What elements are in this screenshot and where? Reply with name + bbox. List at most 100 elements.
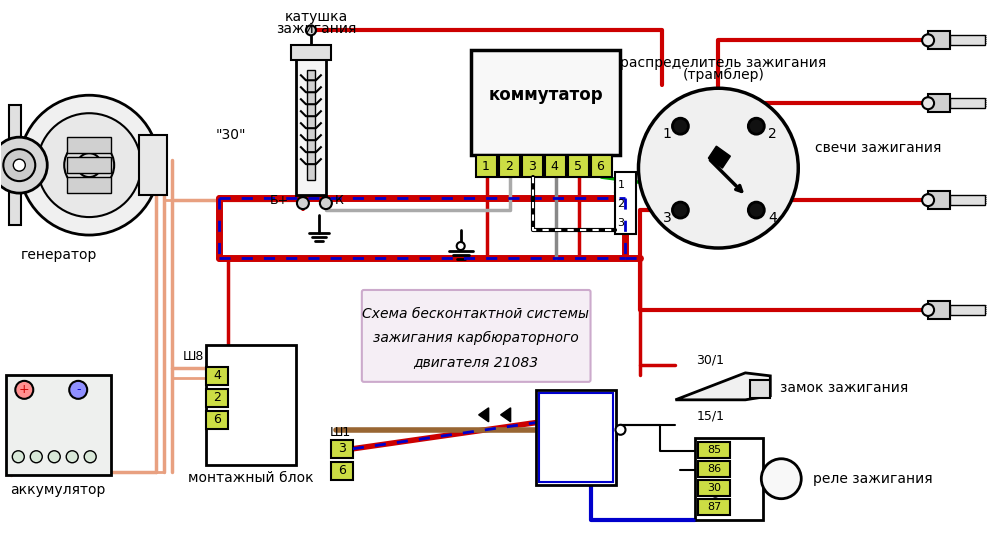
Bar <box>615 172 637 234</box>
Text: 6: 6 <box>213 413 221 426</box>
Text: генератор: генератор <box>21 248 97 262</box>
FancyBboxPatch shape <box>361 290 591 382</box>
Bar <box>68 137 111 153</box>
Text: -: - <box>75 383 80 396</box>
Text: реле зажигания: реле зажигания <box>813 472 932 486</box>
Bar <box>950 305 985 315</box>
Bar <box>535 390 616 485</box>
Bar <box>544 155 566 177</box>
Circle shape <box>672 202 688 218</box>
Bar <box>296 55 326 195</box>
Text: распределитель зажигания: распределитель зажигания <box>621 56 826 70</box>
Text: 3: 3 <box>527 159 535 173</box>
Bar <box>928 31 950 49</box>
Circle shape <box>49 451 61 463</box>
Circle shape <box>922 34 934 46</box>
Circle shape <box>77 153 101 177</box>
Bar <box>68 157 111 173</box>
Circle shape <box>616 425 626 435</box>
Bar <box>698 442 730 458</box>
Circle shape <box>84 451 96 463</box>
Bar <box>928 191 950 209</box>
Text: 4: 4 <box>551 159 558 173</box>
Circle shape <box>19 95 159 235</box>
Bar <box>331 440 353 458</box>
Circle shape <box>70 381 87 399</box>
Text: коммутатор: коммутатор <box>489 86 603 104</box>
Bar <box>206 411 228 429</box>
Bar <box>695 438 764 520</box>
Circle shape <box>762 459 801 498</box>
Circle shape <box>320 197 332 209</box>
Circle shape <box>922 194 934 206</box>
Bar <box>139 135 167 195</box>
Text: 2: 2 <box>618 199 625 209</box>
Text: двигателя 21083: двигателя 21083 <box>413 355 538 369</box>
Polygon shape <box>500 408 510 422</box>
Bar <box>291 45 331 60</box>
Text: 4: 4 <box>213 369 221 382</box>
Bar <box>698 461 730 477</box>
Text: 87: 87 <box>707 502 722 512</box>
Polygon shape <box>479 408 489 422</box>
Text: Ш8: Ш8 <box>183 351 204 364</box>
Text: 3: 3 <box>662 211 671 225</box>
Circle shape <box>0 137 48 193</box>
Text: аккумулятор: аккумулятор <box>11 483 106 497</box>
Bar <box>9 105 21 225</box>
Bar <box>928 301 950 319</box>
Text: "30": "30" <box>215 128 246 142</box>
Bar <box>950 35 985 45</box>
Circle shape <box>922 97 934 109</box>
Text: 30/1: 30/1 <box>696 353 724 366</box>
Bar <box>928 94 950 112</box>
Text: +: + <box>19 383 30 396</box>
Text: 6: 6 <box>597 159 605 173</box>
Circle shape <box>67 451 78 463</box>
Circle shape <box>711 489 719 497</box>
Text: свечи зажигания: свечи зажигания <box>815 141 941 155</box>
Polygon shape <box>708 146 730 168</box>
Text: 2: 2 <box>213 391 221 405</box>
Bar <box>206 367 228 385</box>
Polygon shape <box>675 373 771 400</box>
Bar <box>950 98 985 108</box>
Bar <box>538 393 613 482</box>
Bar <box>331 462 353 480</box>
Bar <box>521 155 542 177</box>
Text: 6: 6 <box>338 464 346 477</box>
Bar <box>206 389 228 407</box>
Bar <box>698 498 730 515</box>
Circle shape <box>65 140 114 190</box>
Bar <box>206 345 296 465</box>
Circle shape <box>457 242 465 250</box>
Text: 5: 5 <box>574 159 582 173</box>
Bar <box>476 155 496 177</box>
Circle shape <box>15 381 34 399</box>
Bar <box>591 155 612 177</box>
Text: 3: 3 <box>618 218 625 228</box>
Bar <box>6 375 111 474</box>
Circle shape <box>30 451 43 463</box>
Text: 1: 1 <box>662 127 671 141</box>
Text: 4: 4 <box>769 211 778 225</box>
Circle shape <box>3 149 36 181</box>
Text: 2: 2 <box>769 127 778 141</box>
Text: 85: 85 <box>707 445 722 455</box>
Text: 15/1: 15/1 <box>696 410 724 422</box>
Text: Схема бесконтактной системы: Схема бесконтактной системы <box>362 307 589 321</box>
Bar <box>950 195 985 205</box>
Circle shape <box>749 118 765 134</box>
Bar <box>68 177 111 193</box>
Bar <box>471 50 621 155</box>
Text: 30: 30 <box>707 483 721 492</box>
Text: 1: 1 <box>482 159 490 173</box>
Circle shape <box>922 304 934 316</box>
Circle shape <box>749 202 765 218</box>
Text: К: К <box>335 194 344 206</box>
Bar <box>751 380 771 398</box>
Text: 86: 86 <box>707 464 722 474</box>
Circle shape <box>297 197 309 209</box>
Text: зажигания: зажигания <box>276 22 356 37</box>
Circle shape <box>12 451 24 463</box>
